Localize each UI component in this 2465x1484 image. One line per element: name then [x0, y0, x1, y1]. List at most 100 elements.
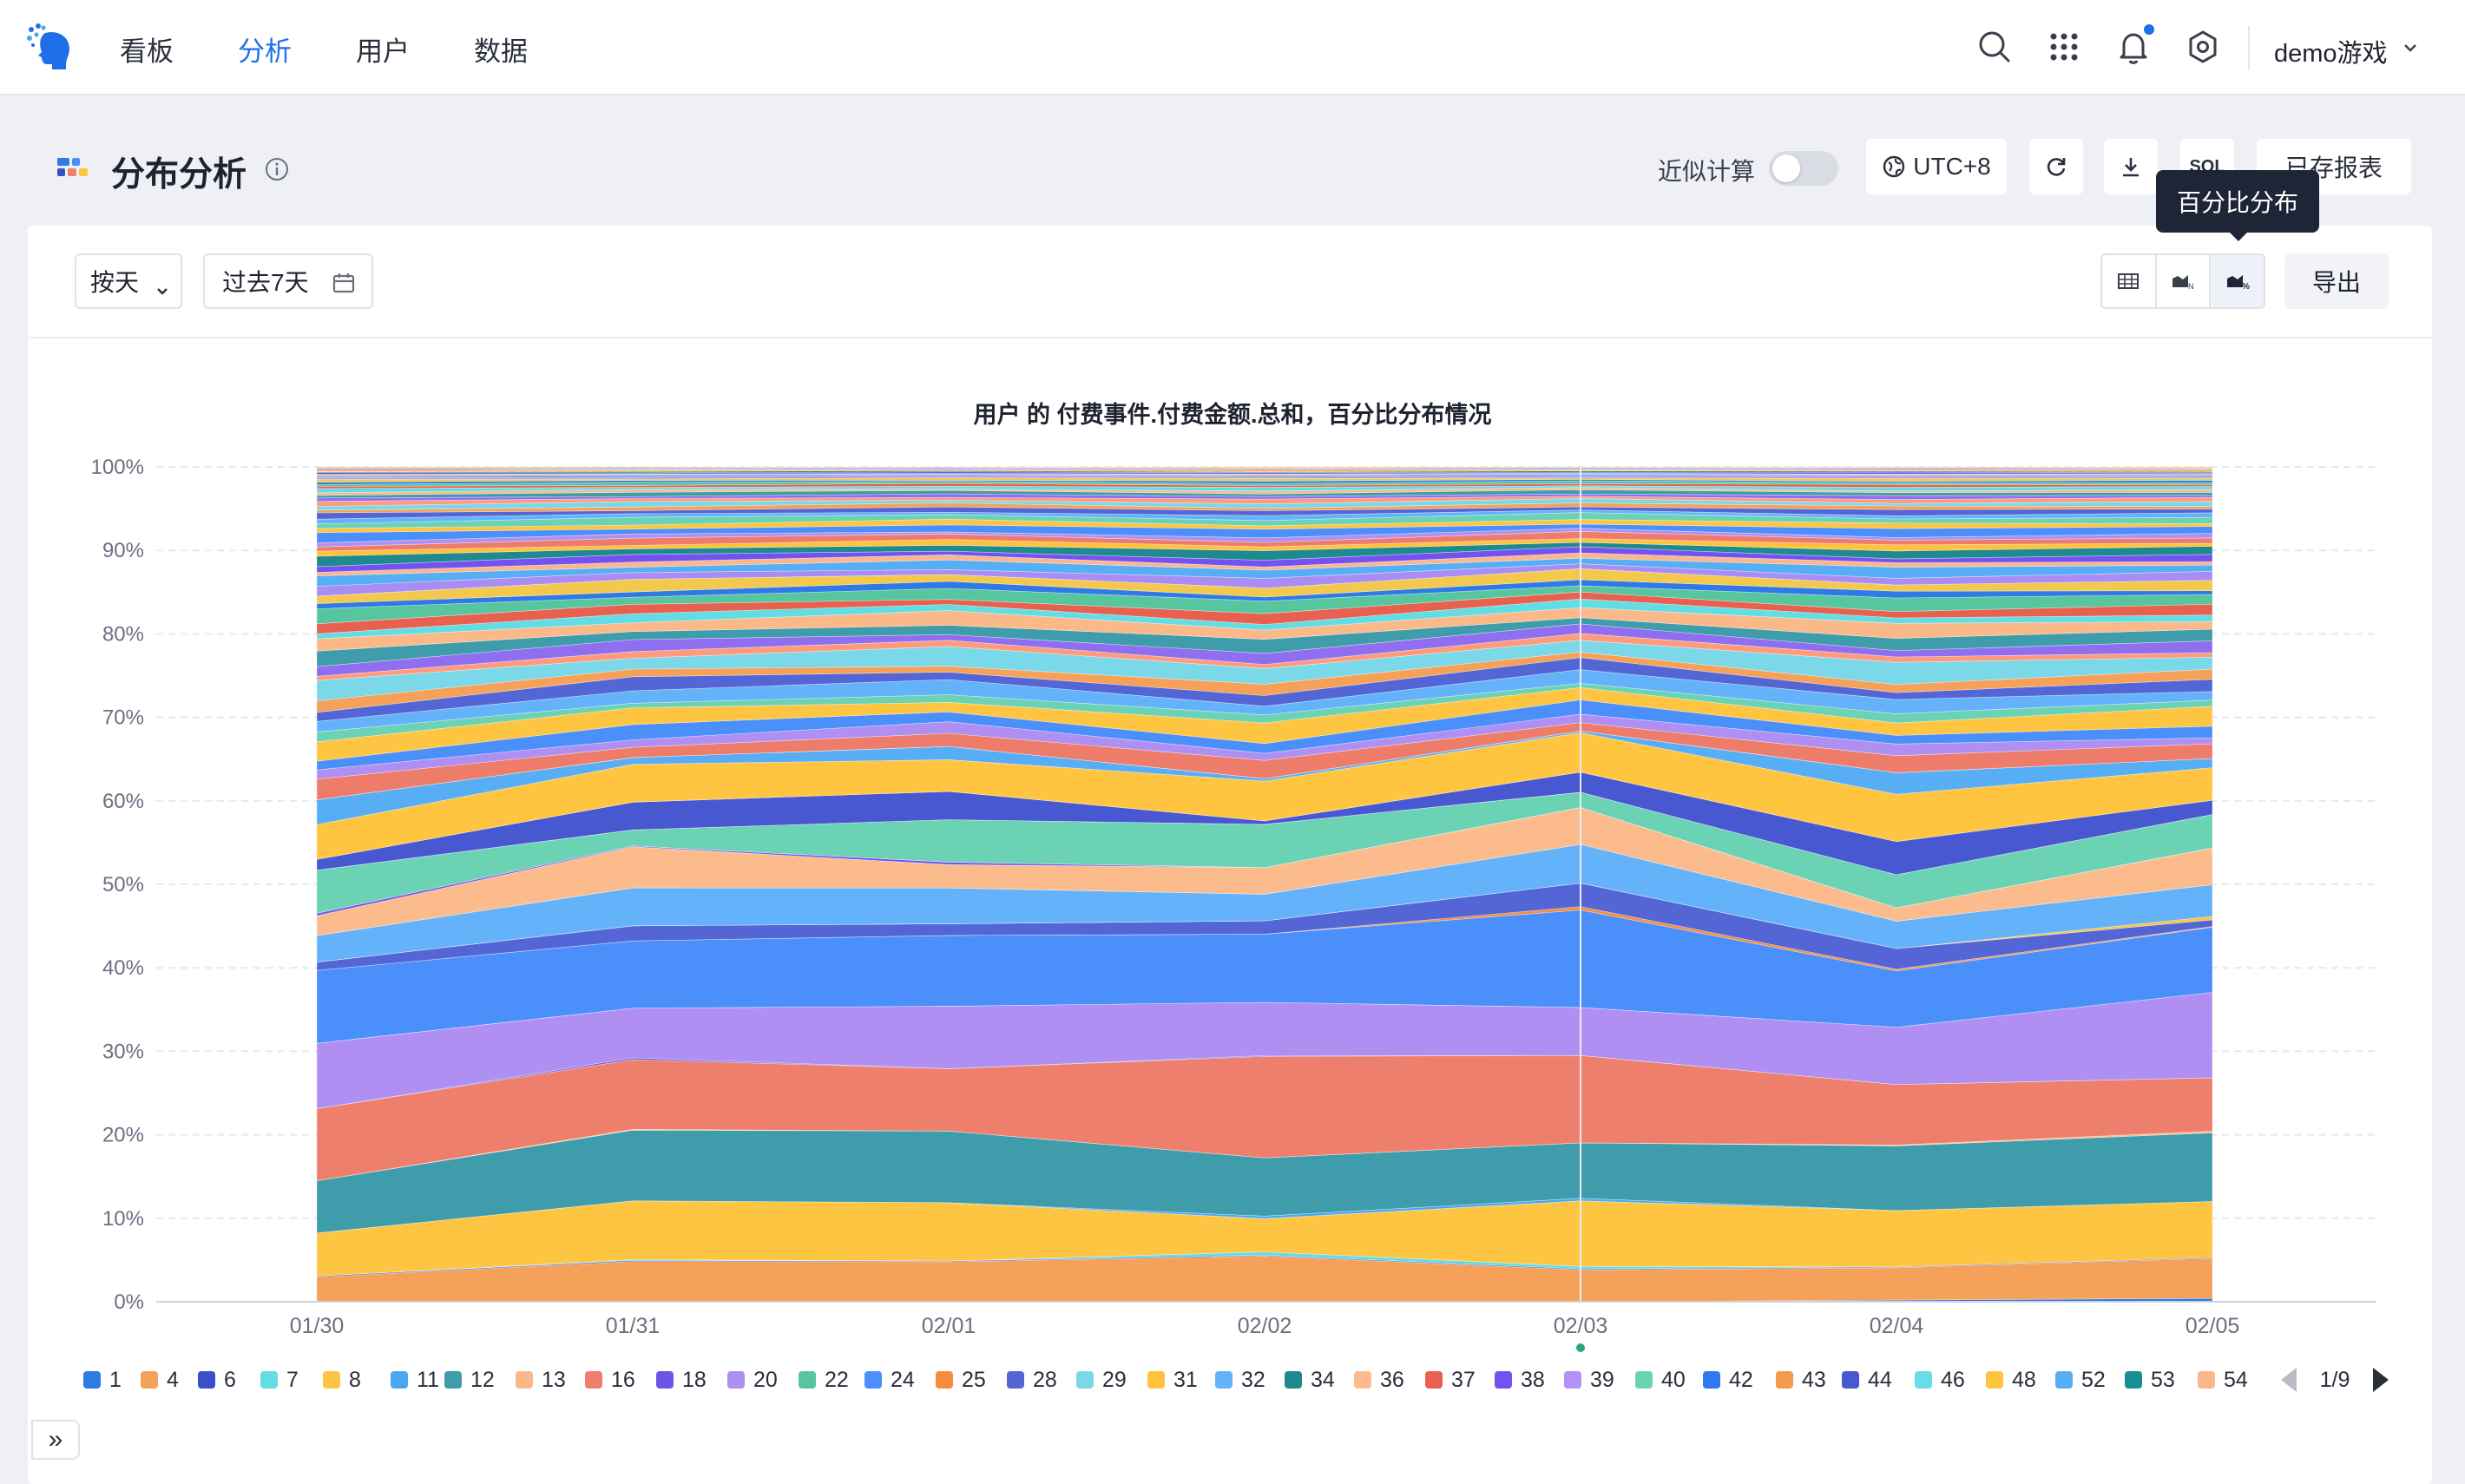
count-chart-button[interactable]: N: [2156, 255, 2212, 307]
approx-calc-label: 近似计算: [1658, 158, 1756, 185]
legend-item-40[interactable]: 40: [1635, 1364, 1686, 1395]
legend-label: 16: [611, 1367, 635, 1392]
legend-label: 48: [2012, 1367, 2036, 1392]
approx-calc-toggle[interactable]: [1769, 151, 1838, 186]
legend-item-1[interactable]: 1: [83, 1364, 122, 1395]
legend-item-7[interactable]: 7: [260, 1364, 299, 1395]
legend-item-38[interactable]: 38: [1495, 1364, 1545, 1395]
legend-item-22[interactable]: 22: [799, 1364, 849, 1395]
legend-item-4[interactable]: 4: [141, 1364, 179, 1395]
legend-item-52[interactable]: 52: [2055, 1364, 2106, 1395]
toolbar-divider: [28, 337, 2432, 338]
legend-item-43[interactable]: 43: [1776, 1364, 1826, 1395]
bell-icon[interactable]: [2114, 28, 2153, 66]
legend-item-31[interactable]: 31: [1147, 1364, 1198, 1395]
nav-divider: [2248, 26, 2250, 69]
legend-item-12[interactable]: 12: [444, 1364, 495, 1395]
legend-swatch: [1776, 1371, 1793, 1389]
legend-item-13[interactable]: 13: [516, 1364, 566, 1395]
legend-item-39[interactable]: 39: [1564, 1364, 1614, 1395]
legend-swatch: [444, 1371, 462, 1389]
legend-label: 40: [1661, 1367, 1686, 1392]
legend-item-42[interactable]: 42: [1703, 1364, 1753, 1395]
brand-logo[interactable]: [24, 21, 76, 73]
calendar-icon: [332, 271, 356, 295]
legend-swatch: [1354, 1371, 1371, 1389]
legend-item-34[interactable]: 34: [1285, 1364, 1335, 1395]
project-switcher[interactable]: demo游戏: [2274, 40, 2388, 68]
legend-item-11[interactable]: 11: [391, 1364, 439, 1395]
legend-label: 42: [1729, 1367, 1753, 1392]
download-button[interactable]: [2104, 139, 2158, 194]
legend-item-6[interactable]: 6: [198, 1364, 236, 1395]
legend-item-37[interactable]: 37: [1425, 1364, 1476, 1395]
legend-swatch: [1564, 1371, 1581, 1389]
legend-item-44[interactable]: 44: [1842, 1364, 1892, 1395]
timezone-button[interactable]: UTC+8: [1866, 139, 2007, 194]
legend-swatch: [1915, 1371, 1932, 1389]
legend-swatch: [1007, 1371, 1024, 1389]
legend-swatch: [1076, 1371, 1094, 1389]
legend-swatch: [516, 1371, 533, 1389]
legend-prev-arrow-icon[interactable]: [2281, 1368, 2297, 1392]
search-icon[interactable]: [1975, 28, 2014, 66]
export-button[interactable]: 导出: [2284, 253, 2389, 309]
legend-item-20[interactable]: 20: [727, 1364, 778, 1395]
legend-label: 43: [1802, 1367, 1826, 1392]
nav-item-users[interactable]: 用户: [356, 36, 410, 67]
percent-chart-button[interactable]: %: [2211, 255, 2264, 307]
notification-dot: [2144, 24, 2154, 35]
legend-swatch: [936, 1371, 953, 1389]
legend-swatch: [141, 1371, 158, 1389]
legend-label: 36: [1380, 1367, 1404, 1392]
legend-page-indicator: 1/9: [2319, 1367, 2350, 1392]
legend-item-25[interactable]: 25: [936, 1364, 986, 1395]
legend-item-54[interactable]: 54: [2198, 1364, 2248, 1395]
tooltip-arrow: [2228, 231, 2249, 241]
date-range-picker[interactable]: 过去7天: [203, 253, 373, 309]
chevron-down-icon[interactable]: [2403, 40, 2418, 56]
legend-item-36[interactable]: 36: [1354, 1364, 1404, 1395]
legend-label: 54: [2224, 1367, 2248, 1392]
granularity-value: 按天: [90, 269, 140, 296]
chart-title: 用户 的 付费事件.付费金额.总和，百分比分布情况: [973, 402, 1492, 428]
refresh-button[interactable]: [2029, 139, 2083, 194]
legend-label: 25: [962, 1367, 986, 1392]
legend-item-8[interactable]: 8: [323, 1364, 361, 1395]
legend-item-24[interactable]: 24: [864, 1364, 915, 1395]
legend-swatch: [1147, 1371, 1165, 1389]
legend-item-53[interactable]: 53: [2125, 1364, 2175, 1395]
legend-label: 6: [224, 1367, 236, 1392]
chevron-down-icon: [156, 276, 168, 295]
legend-label: 53: [2151, 1367, 2175, 1392]
apps-grid-icon[interactable]: [2045, 28, 2083, 66]
legend-item-32[interactable]: 32: [1215, 1364, 1265, 1395]
legend-swatch: [585, 1371, 602, 1389]
expand-panel-button[interactable]: »: [31, 1420, 80, 1460]
top-nav: 看板 分析 用户 数据 demo游戏: [0, 0, 2465, 95]
globe-icon: [1882, 154, 1906, 179]
legend-label: 20: [753, 1367, 778, 1392]
nav-item-dashboard[interactable]: 看板: [120, 36, 174, 67]
legend-item-16[interactable]: 16: [585, 1364, 635, 1395]
nav-item-analysis[interactable]: 分析: [238, 36, 292, 67]
gear-icon[interactable]: [2184, 28, 2222, 66]
legend-label: 32: [1241, 1367, 1265, 1392]
legend-item-28[interactable]: 28: [1007, 1364, 1057, 1395]
legend-label: 8: [349, 1367, 361, 1392]
legend-label: 28: [1033, 1367, 1057, 1392]
legend-item-46[interactable]: 46: [1915, 1364, 1965, 1395]
legend-label: 44: [1868, 1367, 1892, 1392]
legend-swatch: [260, 1371, 278, 1389]
nav-item-data[interactable]: 数据: [474, 36, 528, 67]
legend-item-18[interactable]: 18: [656, 1364, 707, 1395]
legend-swatch: [864, 1371, 882, 1389]
legend-item-48[interactable]: 48: [1986, 1364, 2036, 1395]
granularity-select[interactable]: 按天: [75, 253, 182, 309]
info-icon[interactable]: [264, 156, 290, 182]
legend-next-arrow-icon[interactable]: [2372, 1368, 2389, 1392]
legend-item-29[interactable]: 29: [1076, 1364, 1127, 1395]
legend-label: 13: [542, 1367, 566, 1392]
page-title: 分布分析: [111, 156, 247, 194]
table-view-button[interactable]: [2102, 255, 2157, 307]
